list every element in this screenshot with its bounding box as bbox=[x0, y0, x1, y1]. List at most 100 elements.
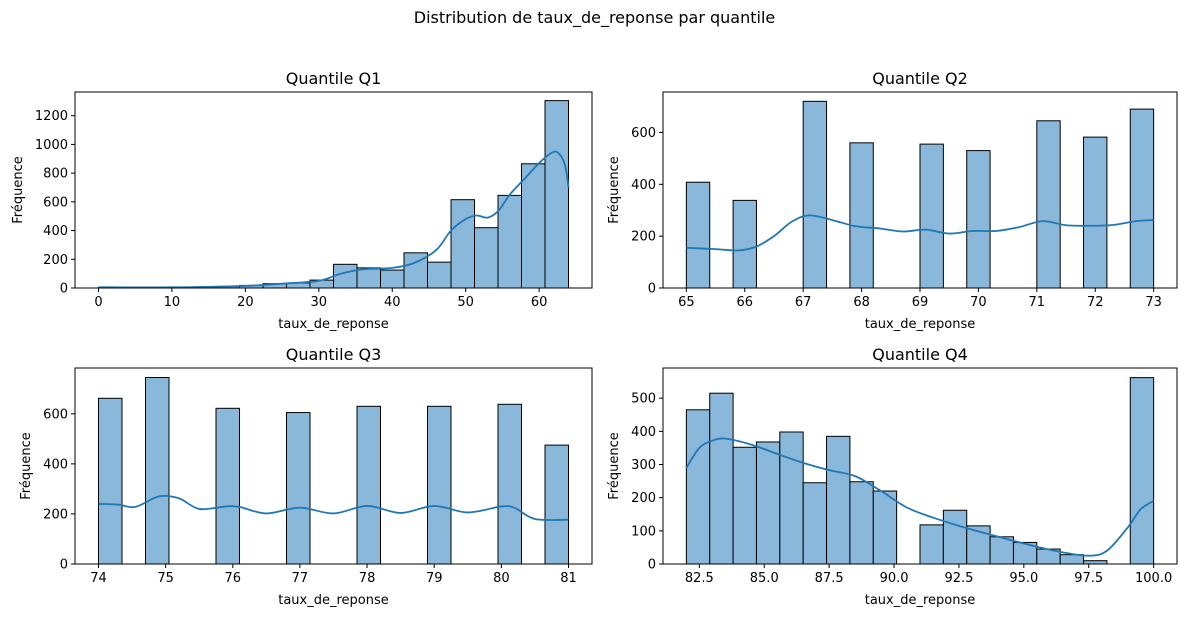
q1-ytick-label: 400 bbox=[43, 224, 68, 239]
q4-xtick-label: 100.0 bbox=[1135, 571, 1172, 586]
q2-ytick-label: 600 bbox=[631, 126, 656, 141]
q2-bar-8 bbox=[1083, 136, 1108, 289]
q1-xtick-label: 0 bbox=[94, 295, 102, 310]
q1-xtick-label: 20 bbox=[237, 295, 254, 310]
q1-xtick-label: 60 bbox=[531, 295, 548, 310]
q2-bars bbox=[685, 100, 1155, 289]
q3-bar-2 bbox=[215, 407, 240, 565]
q4-bar-10 bbox=[919, 524, 944, 565]
q4-xtick-label: 87.5 bbox=[815, 571, 844, 586]
q1-xtick-label: 40 bbox=[384, 295, 401, 310]
q2-kde-line bbox=[686, 214, 1154, 252]
q4-bar-8 bbox=[872, 490, 898, 565]
q1-bar-19 bbox=[544, 100, 569, 289]
q3-ylabel: Fréquence bbox=[19, 432, 34, 499]
q4-axes-frame bbox=[662, 367, 1178, 565]
q4-bar-5 bbox=[802, 482, 828, 565]
q3-xtick-label: 78 bbox=[359, 571, 376, 586]
q2-bar-9 bbox=[1129, 108, 1155, 289]
q1-ytick-label: 1200 bbox=[35, 109, 68, 124]
q4-bar-16 bbox=[1059, 554, 1085, 565]
q1-ytick-label: 600 bbox=[43, 195, 68, 210]
q3-bar-3 bbox=[286, 412, 311, 565]
q4-xtick-label: 95.0 bbox=[1009, 571, 1038, 586]
q1-ytick-label: 200 bbox=[43, 253, 68, 268]
q3-xtick-label: 81 bbox=[560, 571, 577, 586]
q4-bar-11 bbox=[942, 509, 968, 565]
q1-bar-10 bbox=[333, 263, 358, 289]
q2-xtick-label: 68 bbox=[853, 295, 870, 310]
q4-ytick-label: 500 bbox=[631, 392, 656, 407]
q2-bar-0 bbox=[685, 181, 711, 289]
q4-bar-2 bbox=[732, 446, 757, 565]
q4-xtick-label: 97.5 bbox=[1074, 571, 1103, 586]
q3-xtick-label: 80 bbox=[493, 571, 510, 586]
q2-xtick-label: 69 bbox=[912, 295, 929, 310]
subplot-q2: 65 66 67 68 69 70 71 72 73 0 200 400 600 Quantile Q2 t… bbox=[607, 69, 1178, 332]
subplot-q4: 82.5 85.0 87.5 90.0 92.5 95.0 97.5 100.0 0 100 200… bbox=[607, 345, 1178, 608]
q4-bar-0 bbox=[685, 409, 711, 565]
q4-xtick-label: 85.0 bbox=[750, 571, 779, 586]
q3-bar-4 bbox=[356, 405, 381, 565]
q2-ylabel: Fréquence bbox=[607, 156, 622, 223]
q1-bar-18 bbox=[521, 163, 546, 289]
q3-xtick-label: 76 bbox=[225, 571, 242, 586]
q4-ytick-label: 0 bbox=[648, 558, 656, 573]
q2-ytick-label: 400 bbox=[631, 178, 656, 193]
q2-ytick-label: 200 bbox=[631, 230, 656, 245]
q1-ytick-label: 800 bbox=[43, 167, 68, 182]
subplots-container: 0 10 20 30 40 50 60020040060080010001200Quanti… bbox=[11, 69, 1178, 608]
q3-bar-6 bbox=[497, 403, 522, 565]
q3-axes-frame bbox=[74, 367, 593, 565]
q4-ytick-label: 100 bbox=[631, 524, 656, 539]
q4-bar-4 bbox=[779, 431, 804, 565]
q4-bar-1 bbox=[709, 392, 734, 565]
subplot-q1: 0 10 20 30 40 50 60020040060080010001200Quanti… bbox=[11, 69, 593, 332]
q1-axes-frame bbox=[74, 91, 593, 289]
q2-xtick-label: 72 bbox=[1087, 295, 1104, 310]
q1-bar-12 bbox=[380, 269, 405, 289]
q4-title: Quantile Q4 bbox=[872, 345, 968, 364]
q2-title: Quantile Q2 bbox=[872, 69, 968, 88]
q4-kde-line bbox=[685, 437, 1155, 557]
q3-xlabel: taux_de_reponse bbox=[278, 593, 389, 608]
q2-bar-5 bbox=[919, 143, 944, 289]
q1-xtick-label: 30 bbox=[311, 295, 328, 310]
q3-xtick-label: 77 bbox=[292, 571, 309, 586]
q1-bars bbox=[98, 100, 569, 289]
q1-bar-15 bbox=[450, 199, 475, 289]
q2-ytick-label: 0 bbox=[648, 282, 656, 297]
q3-ytick-label: 600 bbox=[43, 407, 68, 422]
q4-xlabel: taux_de_reponse bbox=[865, 593, 976, 608]
q1-ytick-label: 0 bbox=[60, 282, 68, 297]
q2-bar-2 bbox=[802, 100, 828, 289]
q3-bars bbox=[98, 377, 569, 565]
q1-ylabel: Fréquence bbox=[11, 156, 26, 223]
q4-bars bbox=[685, 377, 1155, 565]
q4-ylabel: Fréquence bbox=[607, 432, 622, 499]
q4-xtick-label: 82.5 bbox=[685, 571, 714, 586]
q2-bar-1 bbox=[732, 199, 757, 289]
subplot-q3: 74 75 76 77 78 79 80 81 0 200 400 600 Quantile Q3 tau… bbox=[19, 345, 593, 608]
q1-xlabel: taux_de_reponse bbox=[278, 317, 389, 332]
q4-bar-13 bbox=[989, 536, 1014, 565]
q2-xtick-label: 67 bbox=[795, 295, 812, 310]
q1-bar-11 bbox=[356, 267, 381, 289]
q1-bar-17 bbox=[497, 194, 522, 289]
q4-bar-6 bbox=[826, 435, 851, 565]
q1-ytick-label: 1000 bbox=[35, 138, 68, 153]
q1-kde-line bbox=[98, 150, 570, 289]
q4-bar-7 bbox=[849, 481, 874, 565]
q4-xtick-label: 90.0 bbox=[880, 571, 909, 586]
q2-xtick-label: 71 bbox=[1029, 295, 1046, 310]
q3-bar-5 bbox=[427, 405, 452, 565]
figure-suptitle: Distribution de taux_de_reponse par quan… bbox=[414, 8, 776, 28]
q2-xtick-label: 66 bbox=[736, 295, 753, 310]
q1-xtick-label: 10 bbox=[164, 295, 181, 310]
q2-bar-3 bbox=[849, 142, 874, 289]
q3-title: Quantile Q3 bbox=[286, 345, 382, 364]
q4-ytick-label: 200 bbox=[631, 491, 656, 506]
q2-xtick-label: 70 bbox=[970, 295, 987, 310]
q3-bar-1 bbox=[145, 377, 170, 565]
